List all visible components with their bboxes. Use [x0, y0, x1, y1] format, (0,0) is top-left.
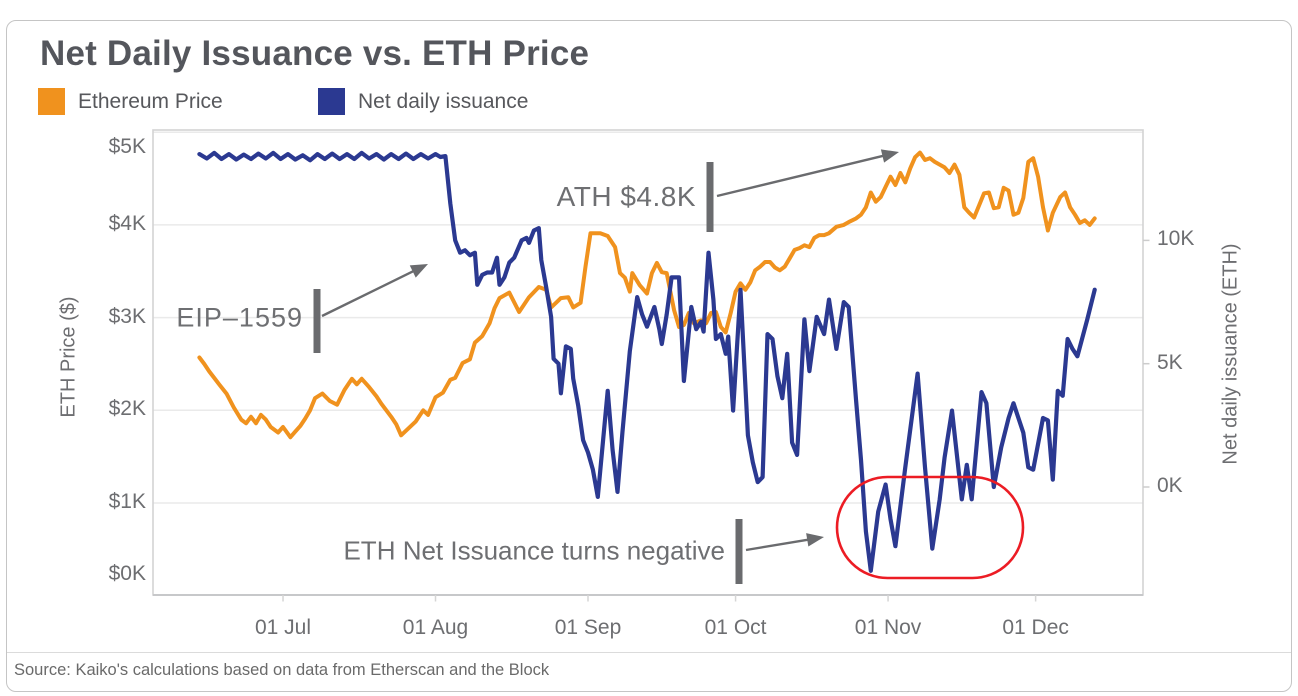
annotation-arrow-eip1559	[321, 268, 417, 318]
y-right-tick-label: 10K	[1157, 227, 1195, 251]
legend-item-net-daily-issuance: Net daily issuance	[318, 88, 528, 115]
y-left-tick-label: $0K	[108, 562, 146, 585]
x-tick-label: 01 Aug	[402, 616, 469, 639]
y-right-tick-label: 5K	[1157, 350, 1183, 374]
y-axis-left-title: ETH Price ($)	[57, 296, 80, 418]
annotation-eip-1559: EIP–1559	[176, 302, 303, 333]
source-note: Source: Kaiko's calculations based on da…	[14, 661, 550, 679]
ethereum-price-swatch	[38, 88, 65, 115]
x-tick-label: 01 Nov	[854, 616, 922, 639]
x-tick-label: 01 Oct	[704, 616, 767, 639]
annotation-arrowhead-eip1559	[409, 264, 428, 278]
legend-label: Net daily issuance	[358, 89, 529, 113]
y-right-tick-label: 0K	[1157, 474, 1183, 497]
y-left-tick-label: $3K	[108, 304, 146, 328]
annotation-net-issuance-negative: ETH Net Issuance turns negative	[343, 535, 725, 566]
annotation-arrow-ath	[716, 153, 887, 198]
annotation-ath: ATH $4.8K	[556, 181, 696, 212]
x-tick-label: 01 Sep	[554, 616, 622, 639]
net-daily-issuance-swatch	[318, 88, 345, 115]
y-left-tick-label: $1K	[108, 490, 146, 513]
source-divider	[7, 652, 1291, 653]
negative-region-highlight	[835, 475, 1025, 580]
annotation-bar-ath	[706, 162, 714, 232]
annotation-bar-negative	[735, 519, 743, 584]
y-left-tick-label: $2K	[108, 397, 146, 421]
legend-item-ethereum-price: Ethereum Price	[38, 88, 223, 115]
page-title: Net Daily Issuance vs. ETH Price	[40, 34, 590, 73]
ethereum-price-line	[197, 150, 1097, 440]
y-axis-right-title: Net daily issuance (ETH)	[1219, 243, 1242, 465]
annotation-arrowhead-ath	[880, 149, 899, 163]
annotation-arrow-negative	[745, 537, 812, 552]
x-tick-label: 01 Dec	[1002, 616, 1069, 639]
annotation-bar-eip1559	[313, 289, 321, 353]
x-tick-label: 01 Jul	[254, 616, 312, 639]
y-left-tick-label: $5K	[108, 135, 146, 158]
legend-label: Ethereum Price	[78, 89, 223, 113]
net-daily-issuance-line	[197, 150, 1097, 573]
annotation-arrowhead-negative	[806, 533, 824, 547]
y-left-tick-label: $4K	[108, 211, 146, 235]
